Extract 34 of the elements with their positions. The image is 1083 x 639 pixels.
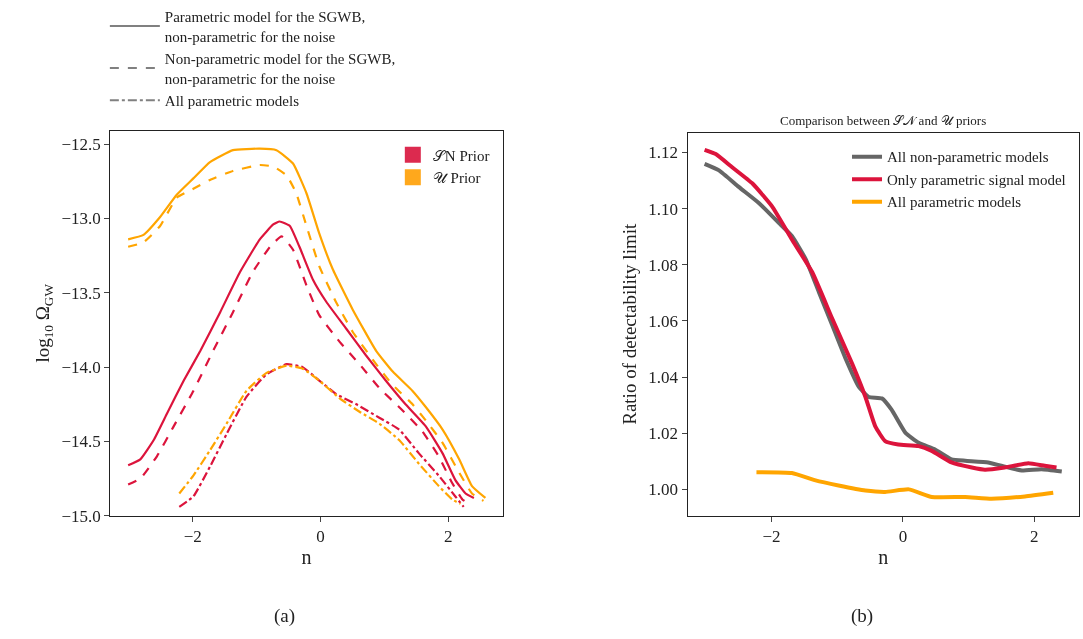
text: (b) <box>851 605 874 627</box>
y-tick-label: −12.5 <box>61 135 101 155</box>
y-axis-title: Ratio of detectability limit <box>619 223 641 425</box>
legend-label: All parametric models <box>164 93 300 110</box>
legend-label: Only parametric signal model <box>887 171 1066 188</box>
x-tick-label: −2 <box>183 527 202 547</box>
legend-label: Non-parametric model for the SGWB, non-parametric for the noise <box>164 51 396 87</box>
x-tick-label: 2 <box>444 527 453 547</box>
y-tick-label: 1.02 <box>648 424 679 444</box>
y-tick-label: −13.0 <box>61 209 101 229</box>
y-tick-label: 1.10 <box>648 199 679 219</box>
x-tick-label: −2 <box>762 527 781 547</box>
legend-label: 𝒰 Prior <box>432 170 481 187</box>
y-tick-label: 1.00 <box>648 480 679 500</box>
text: (a) <box>274 605 296 627</box>
legend-label: Parametric model for the SGWB, non-parametric for the noise <box>164 9 366 45</box>
y-tick-label: 1.04 <box>648 368 679 387</box>
y-tick-label: 1.06 <box>648 311 679 331</box>
x-axis-title: n <box>301 545 312 568</box>
legend-label: 𝒮N Prior <box>432 147 490 164</box>
y-tick-label: 1.08 <box>648 255 679 275</box>
y-tick-label: 1.12 <box>648 143 679 163</box>
x-tick-label: 0 <box>898 527 908 547</box>
x-tick-label: 0 <box>316 527 325 547</box>
x-tick-label: 2 <box>1029 527 1039 547</box>
y-tick-label: −14.5 <box>61 432 101 452</box>
line-series <box>754 470 1056 501</box>
legend-label: All parametric models <box>887 194 1022 211</box>
x-axis-title: n <box>878 545 889 568</box>
legend-label: All non-parametric models <box>887 149 1049 166</box>
chart-title: Comparison between 𝒮𝒩 and 𝒰 priors <box>780 113 987 128</box>
y-tick-label: −15.0 <box>61 506 101 526</box>
y-tick-label: −14.0 <box>61 358 101 378</box>
y-tick-label: −13.5 <box>61 283 101 303</box>
